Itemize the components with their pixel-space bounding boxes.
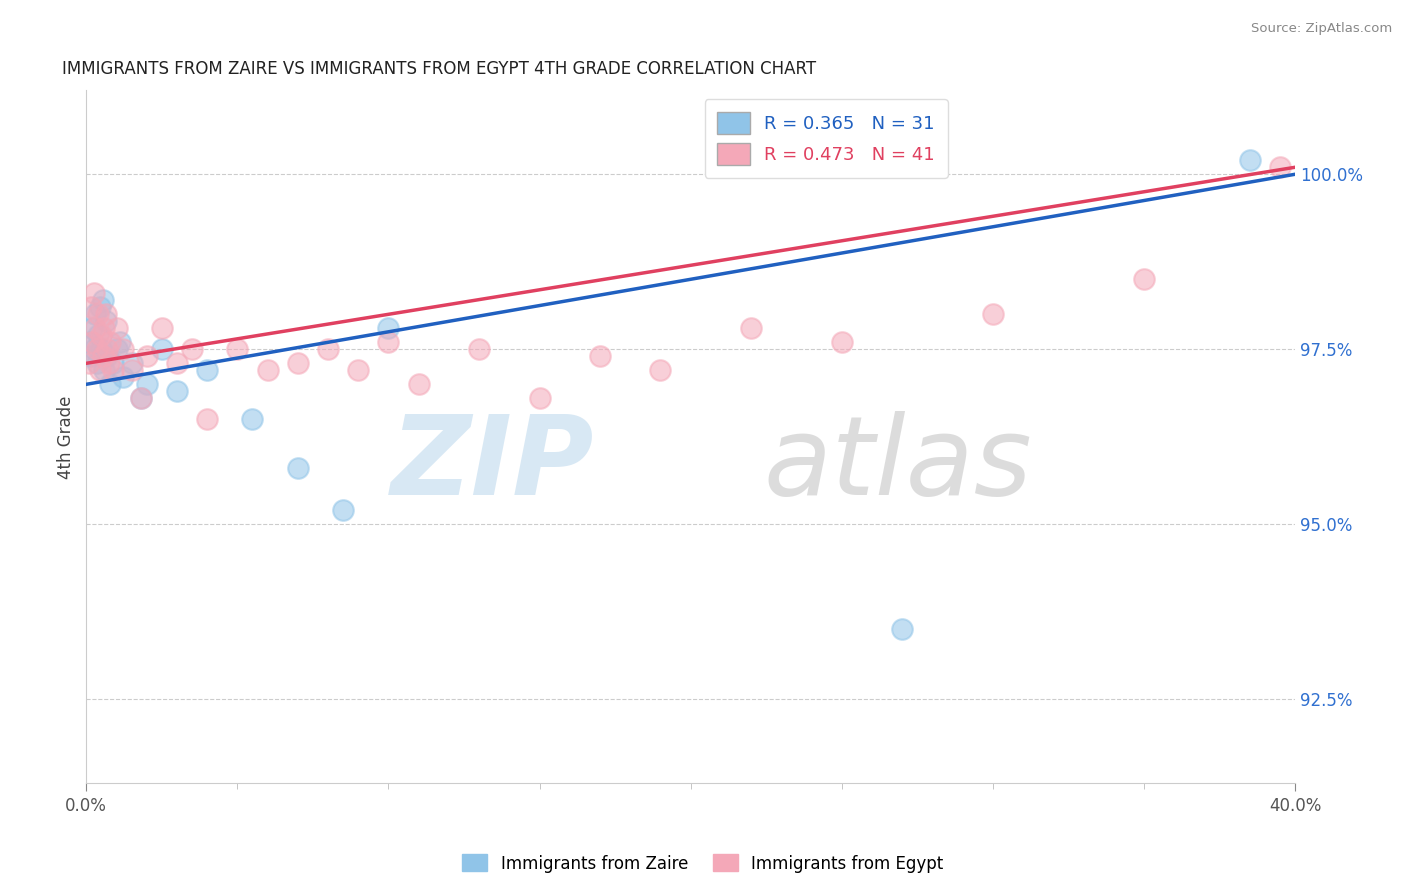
Point <box>150 321 173 335</box>
Point <box>96 349 118 363</box>
Point <box>740 321 762 335</box>
Point <box>83 286 105 301</box>
Point <box>377 335 399 350</box>
Point <box>529 392 551 406</box>
Point <box>103 356 125 370</box>
Point <box>111 370 134 384</box>
Text: Source: ZipAtlas.com: Source: ZipAtlas.com <box>1251 22 1392 36</box>
Point <box>287 461 309 475</box>
Point <box>84 321 107 335</box>
Point <box>1268 161 1291 175</box>
Point <box>589 349 612 363</box>
Point <box>90 328 112 343</box>
Point <box>135 349 157 363</box>
Point <box>103 363 125 377</box>
Point <box>891 623 914 637</box>
Point <box>94 314 117 328</box>
Point <box>87 307 110 321</box>
Point <box>347 363 370 377</box>
Point <box>80 301 103 315</box>
Point <box>89 363 111 377</box>
Point <box>377 321 399 335</box>
Point <box>94 307 117 321</box>
Point <box>166 384 188 399</box>
Point <box>82 335 104 350</box>
Point <box>86 343 108 357</box>
Point <box>105 343 128 357</box>
Point <box>242 412 264 426</box>
Point <box>93 363 115 377</box>
Y-axis label: 4th Grade: 4th Grade <box>58 395 75 478</box>
Point <box>84 307 107 321</box>
Point <box>90 343 112 357</box>
Point <box>111 343 134 357</box>
Point <box>831 335 853 350</box>
Point <box>121 356 143 370</box>
Point <box>100 335 122 350</box>
Point <box>135 377 157 392</box>
Point <box>105 321 128 335</box>
Point <box>121 363 143 377</box>
Point <box>181 343 204 357</box>
Point <box>195 412 218 426</box>
Point <box>89 301 111 315</box>
Point <box>108 335 131 350</box>
Point <box>150 343 173 357</box>
Text: ZIP: ZIP <box>391 411 593 518</box>
Point <box>129 392 152 406</box>
Point <box>91 349 114 363</box>
Point <box>468 343 491 357</box>
Legend: R = 0.365   N = 31, R = 0.473   N = 41: R = 0.365 N = 31, R = 0.473 N = 41 <box>704 99 948 178</box>
Point <box>96 343 118 357</box>
Text: atlas: atlas <box>763 411 1032 518</box>
Legend: Immigrants from Zaire, Immigrants from Egypt: Immigrants from Zaire, Immigrants from E… <box>456 847 950 880</box>
Point <box>226 343 249 357</box>
Point <box>79 356 101 370</box>
Point <box>100 377 122 392</box>
Point <box>650 363 672 377</box>
Point <box>287 356 309 370</box>
Point <box>87 328 110 343</box>
Point <box>83 343 105 357</box>
Point <box>316 343 339 357</box>
Point <box>332 503 354 517</box>
Point <box>82 321 104 335</box>
Point <box>129 392 152 406</box>
Text: IMMIGRANTS FROM ZAIRE VS IMMIGRANTS FROM EGYPT 4TH GRADE CORRELATION CHART: IMMIGRANTS FROM ZAIRE VS IMMIGRANTS FROM… <box>62 60 817 78</box>
Point <box>876 161 898 175</box>
Point <box>981 307 1004 321</box>
Point <box>1133 272 1156 286</box>
Point <box>91 293 114 308</box>
Point <box>93 321 115 335</box>
Point <box>80 349 103 363</box>
Point <box>1239 153 1261 168</box>
Point <box>408 377 430 392</box>
Point <box>97 356 120 370</box>
Point <box>79 335 101 350</box>
Point <box>195 363 218 377</box>
Point <box>86 356 108 370</box>
Point <box>256 363 278 377</box>
Point <box>166 356 188 370</box>
